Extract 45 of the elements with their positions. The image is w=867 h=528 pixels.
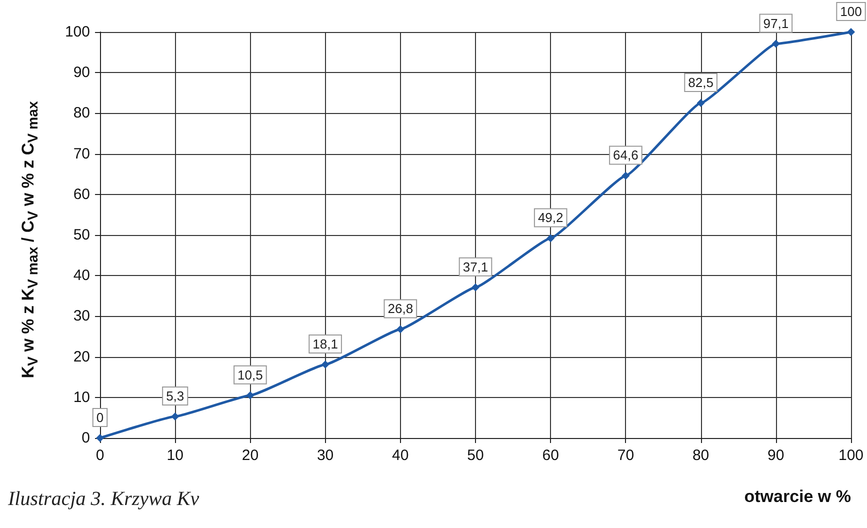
- y-tick-label: 40: [73, 267, 90, 284]
- point: [696, 99, 705, 108]
- data-label: 18,1: [312, 336, 338, 352]
- y-tick-label: 70: [73, 145, 90, 162]
- y-tick-label: 20: [73, 348, 90, 366]
- point: [396, 325, 404, 334]
- x-tick-label: 80: [692, 447, 710, 464]
- text: Ilustracja 3. Krzywa Kv: [8, 488, 200, 511]
- data-label: 5,3: [166, 388, 184, 404]
- x-tick-label: 40: [392, 447, 409, 464]
- point: [546, 234, 555, 242]
- y-tick-label: 30: [73, 308, 90, 325]
- point: [472, 283, 480, 292]
- y-tick-label: 10: [73, 388, 90, 406]
- data-label: 0: [96, 410, 104, 425]
- y-tick-label: 80: [73, 104, 90, 122]
- x-tick-label: 30: [316, 447, 334, 464]
- y-tick-label: 100: [64, 24, 90, 40]
- data-label: 37,1: [462, 259, 488, 274]
- point: [171, 412, 180, 420]
- point: [772, 40, 780, 48]
- x-tick-label: 50: [467, 447, 484, 464]
- x-tick-label: 70: [617, 447, 634, 464]
- y-tick-label: 50: [73, 226, 90, 244]
- point: [246, 391, 254, 400]
- data-label: 97,1: [763, 16, 789, 31]
- data-label: 82,5: [688, 75, 714, 90]
- x-tick-label: 100: [838, 447, 864, 464]
- point: [321, 360, 330, 369]
- x-tick-label: 0: [96, 447, 104, 464]
- x-tick-label: 90: [768, 447, 784, 464]
- data-label: 10,5: [238, 367, 263, 382]
- x-tick-label: 10: [166, 447, 184, 464]
- data-label: 26,8: [388, 301, 414, 316]
- x-tick-label: 20: [242, 447, 259, 464]
- y-tick-label: 60: [73, 186, 90, 203]
- y-tick-label: 0: [82, 430, 90, 446]
- x-axis-title: otwarcie w %: [744, 487, 851, 506]
- x-tick-label: 60: [542, 447, 559, 464]
- point: [622, 172, 630, 180]
- data-label: 64,6: [613, 148, 638, 163]
- data-label: 100: [840, 4, 862, 19]
- y-tick-label: 90: [73, 64, 90, 82]
- point: [847, 28, 855, 36]
- data-label: 49,2: [538, 210, 564, 226]
